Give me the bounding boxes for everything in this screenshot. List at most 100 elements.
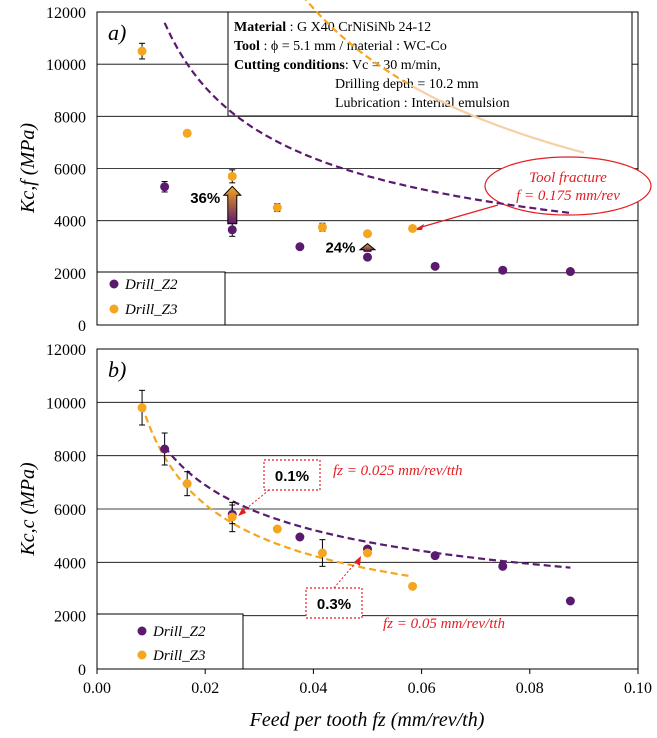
- y-tick-label-b: 2000: [54, 609, 86, 626]
- data-point-z3: [182, 128, 192, 138]
- svg-text:Tool : ϕ = 5.1 mm / material: Tool : ϕ = 5.1 mm / material : WC-Co: [234, 39, 447, 54]
- data-point-z3: [363, 229, 372, 239]
- data-point-z2: [565, 596, 575, 606]
- data-point-z2: [498, 265, 508, 275]
- data-point-z3: [317, 222, 327, 232]
- annotations-a: 36% 24%: [190, 185, 377, 256]
- y-axis-label-a: Kc,f (MPa): [17, 123, 39, 214]
- tool-fracture-callout: Tool fracture f = 0.175 mm/rev: [414, 156, 652, 230]
- y-tick-label-a: 4000: [54, 214, 86, 231]
- legend-marker-z3-b: [137, 650, 147, 660]
- y-tick-label-b: 0: [78, 662, 86, 679]
- fit-curves-a: [163, 0, 585, 215]
- x-tick-label: 0.00: [83, 680, 111, 697]
- plot-frame-b: [96, 348, 639, 670]
- svg-text:Material : G X40 CrNiSiNb 24-1: Material : G X40 CrNiSiNb 24-12: [234, 20, 431, 35]
- legend-marker-z2-b: [137, 626, 147, 636]
- panel-label-a: a): [108, 20, 126, 45]
- annotation-text-01: 0.1%: [275, 468, 309, 485]
- x-axis-label: Feed per tooth fz (mm/rev/th): [249, 709, 485, 731]
- data-point-z3: [272, 524, 282, 534]
- legend-marker-z3-a: [109, 304, 119, 314]
- note-fz-0025: fz = 0.025 mm/rev/tth: [333, 463, 463, 479]
- data-point-z2: [565, 267, 575, 277]
- info-box: Material : G X40 CrNiSiNb 24-12 Tool : ϕ…: [227, 11, 633, 117]
- data-point-z3: [227, 512, 237, 522]
- y-tick-label-a: 6000: [54, 162, 86, 179]
- x-tick-label: 0.10: [624, 680, 652, 697]
- info-material-value: : G X40 CrNiSiNb 24-12: [286, 20, 431, 35]
- x-tick-label: 0.08: [516, 680, 544, 697]
- x-ticks: 0.00 0.02 0.04 0.06 0.08 0.10: [83, 669, 652, 697]
- data-point-z2: [498, 561, 508, 571]
- y-axis-label-b: Kc,c (MPa): [17, 462, 39, 557]
- legend-label-z3-b: Drill_Z3: [152, 648, 206, 664]
- info-conditions-value: : Vc = 30 m/min,: [345, 58, 441, 73]
- y-ticks-b: 0 2000 4000 6000 8000 10000 12000: [46, 342, 86, 679]
- data-point-z2: [430, 261, 440, 271]
- y-tick-label-a: 0: [78, 318, 86, 335]
- data-point-z3: [137, 46, 147, 56]
- legend-b: Drill_Z2 Drill_Z3: [96, 613, 244, 670]
- y-tick-label-b: 8000: [54, 449, 86, 466]
- y-ticks-a: 0 2000 4000 6000 8000 10000 12000: [46, 5, 86, 335]
- fit-curve-z2-a: [163, 22, 571, 215]
- panel-b: 0 2000 4000 6000 8000 10000 12000 b) Kc,c (MPa…: [17, 342, 639, 679]
- legend-label-z3-a: Drill_Z3: [124, 302, 178, 318]
- legend-a: Drill_Z2 Drill_Z3: [96, 271, 226, 326]
- fit-curve-extrapolated-a: [410, 84, 585, 154]
- data-point-z2: [363, 252, 372, 262]
- info-tool-label: Tool: [234, 39, 260, 54]
- info-conditions-label: Cutting conditions: [234, 58, 345, 73]
- legend-label-z2-a: Drill_Z2: [124, 277, 178, 293]
- note-fz-005: fz = 0.05 mm/rev/tth: [383, 616, 505, 632]
- increase-arrow: [222, 185, 242, 225]
- y-tick-label-b: 10000: [46, 395, 86, 412]
- fit-curves-b: [141, 405, 571, 578]
- data-point-z3: [137, 403, 147, 413]
- y-tick-label-b: 4000: [54, 555, 86, 572]
- y-tick-label-a: 12000: [46, 5, 86, 22]
- fit-curve-z2-b: [163, 446, 571, 569]
- data-points-b: [137, 403, 575, 606]
- info-depth: Drilling depth = 10.2 mm: [335, 77, 479, 92]
- data-point-z2: [160, 444, 170, 454]
- data-point-z3: [317, 548, 327, 558]
- y-tick-label-a: 2000: [54, 266, 86, 283]
- data-point-z2: [295, 242, 305, 252]
- info-lubrication: Lubrication : Internal emulsion: [335, 96, 510, 111]
- data-point-z3: [182, 479, 192, 489]
- data-point-z2: [227, 225, 237, 235]
- panel-a: 0 2000 4000 6000 8000 10000 12000 a) Kc,f (MPa…: [17, 0, 652, 335]
- y-tick-label-b: 12000: [46, 342, 86, 359]
- data-point-z3: [363, 548, 372, 558]
- gridlines-b: [97, 401, 638, 617]
- data-point-z3: [227, 171, 237, 181]
- y-tick-label-a: 10000: [46, 57, 86, 74]
- increase-label: 24%: [325, 239, 355, 256]
- y-tick-label-b: 6000: [54, 502, 86, 519]
- data-points-a: [137, 46, 575, 277]
- data-point-z2: [160, 182, 170, 192]
- fit-curve-z3-a: [304, 0, 412, 87]
- legend-label-z2-b: Drill_Z2: [152, 624, 206, 640]
- x-tick-label: 0.06: [408, 680, 436, 697]
- data-point-z3: [408, 223, 418, 233]
- annotation-text-03: 0.3%: [317, 596, 351, 613]
- callout-line1: Tool fracture: [529, 170, 607, 186]
- x-tick-label: 0.04: [299, 680, 327, 697]
- increase-label: 36%: [190, 190, 220, 207]
- increase-arrow: [358, 243, 377, 252]
- legend-marker-z2-a: [109, 279, 119, 289]
- annotation-box-03: 0.3%: [305, 556, 363, 619]
- data-point-z3: [272, 203, 282, 213]
- data-point-z3: [408, 581, 418, 591]
- callout-line2: f = 0.175 mm/rev: [516, 188, 620, 204]
- data-point-z2: [295, 532, 305, 542]
- annotation-box-01: 0.1%: [238, 459, 321, 516]
- svg-text:Cutting conditions: Vc = 30 m/: Cutting conditions: Vc = 30 m/min,: [234, 58, 441, 73]
- x-tick-label: 0.02: [191, 680, 219, 697]
- info-material-label: Material: [234, 20, 286, 35]
- y-tick-label-a: 8000: [54, 109, 86, 126]
- panel-label-b: b): [108, 357, 126, 382]
